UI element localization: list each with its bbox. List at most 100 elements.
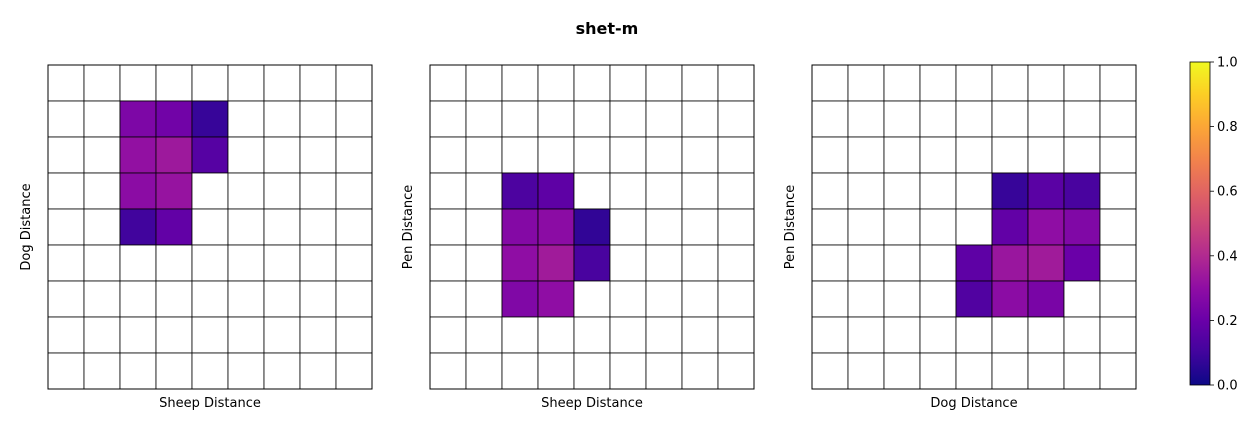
- heatmap-cell-empty: [1027, 136, 1065, 174]
- x-axis-label: Sheep Distance: [541, 396, 643, 411]
- heatmap-cell-empty: [811, 244, 849, 282]
- heatmap-cell: [537, 172, 575, 210]
- heatmap-cell-empty: [717, 64, 755, 102]
- heatmap-cell-empty: [1099, 352, 1137, 390]
- heatmap-cell: [155, 100, 193, 138]
- heatmap-cell: [501, 208, 539, 246]
- heatmap-cell-empty: [681, 172, 719, 210]
- heatmap-cell-empty: [645, 352, 683, 390]
- heatmap-cell: [155, 136, 193, 174]
- heatmap-cell-empty: [681, 352, 719, 390]
- heatmap-cell-empty: [335, 244, 373, 282]
- heatmap-cell-empty: [335, 136, 373, 174]
- heatmap-cell-empty: [155, 316, 193, 354]
- heatmap-panel-2: Sheep Distance Pen Distance: [401, 64, 755, 411]
- heatmap-cell-empty: [263, 244, 301, 282]
- heatmap-cell-empty: [429, 64, 467, 102]
- heatmap-cell-empty: [47, 244, 85, 282]
- heatmap-cell-empty: [955, 208, 993, 246]
- heatmap-cell: [1063, 244, 1101, 282]
- heatmap-cell-empty: [1063, 64, 1101, 102]
- chart-title: shet-m: [576, 19, 639, 38]
- heatmap-cell-empty: [883, 352, 921, 390]
- heatmap-cell-empty: [83, 136, 121, 174]
- heatmap-cell-empty: [1063, 100, 1101, 138]
- heatmap-cell: [573, 208, 611, 246]
- heatmap-cell-empty: [717, 208, 755, 246]
- heatmap-cell: [537, 280, 575, 318]
- heatmap-cell-empty: [119, 64, 157, 102]
- heatmap-cell-empty: [645, 136, 683, 174]
- heatmap-cell-empty: [47, 172, 85, 210]
- heatmap-cell-empty: [227, 208, 265, 246]
- heatmap-cell-empty: [119, 244, 157, 282]
- heatmap-cell-empty: [645, 244, 683, 282]
- heatmap-cell-empty: [263, 208, 301, 246]
- heatmap-cell-empty: [83, 172, 121, 210]
- heatmap-cell-empty: [717, 316, 755, 354]
- heatmap-cell-empty: [919, 136, 957, 174]
- heatmap-cell-empty: [429, 352, 467, 390]
- heatmap-cell-empty: [955, 172, 993, 210]
- heatmap-cell-empty: [335, 316, 373, 354]
- heatmap-cell-empty: [573, 280, 611, 318]
- heatmap-cell-empty: [83, 244, 121, 282]
- heatmap-cell-empty: [847, 172, 885, 210]
- heatmap-cell-empty: [191, 316, 229, 354]
- heatmap-cell-empty: [465, 208, 503, 246]
- heatmap-cell-empty: [717, 136, 755, 174]
- heatmap-cell-empty: [609, 100, 647, 138]
- heatmap-cell-empty: [47, 280, 85, 318]
- heatmap-cell-empty: [681, 280, 719, 318]
- heatmap-cell-empty: [335, 100, 373, 138]
- heatmap-cell-empty: [263, 100, 301, 138]
- heatmap-cell-empty: [919, 172, 957, 210]
- heatmap-cell-empty: [335, 64, 373, 102]
- heatmap-cell-empty: [155, 64, 193, 102]
- heatmap-cell-empty: [47, 64, 85, 102]
- heatmap-cell-empty: [83, 280, 121, 318]
- heatmap-cell-empty: [429, 280, 467, 318]
- heatmap-cell-empty: [227, 64, 265, 102]
- heatmap-cell: [1063, 172, 1101, 210]
- heatmap-cell-empty: [919, 280, 957, 318]
- heatmap-cell-empty: [335, 208, 373, 246]
- heatmap-cell-empty: [883, 172, 921, 210]
- heatmap-cell-empty: [537, 64, 575, 102]
- colorbar-tick-label: 0.2: [1217, 314, 1238, 329]
- heatmap-cell-empty: [1063, 352, 1101, 390]
- heatmap-cell-empty: [1099, 316, 1137, 354]
- heatmap-cell-empty: [537, 316, 575, 354]
- heatmap-cell-empty: [263, 136, 301, 174]
- heatmap-cell: [191, 100, 229, 138]
- heatmap-cell-empty: [227, 352, 265, 390]
- heatmap-cell-empty: [609, 208, 647, 246]
- heatmap-cell-empty: [681, 208, 719, 246]
- heatmap-cell-empty: [645, 316, 683, 354]
- heatmap-cell-empty: [263, 316, 301, 354]
- heatmap-cell: [1027, 208, 1065, 246]
- heatmap-cell-empty: [299, 316, 337, 354]
- heatmap-cell-empty: [299, 172, 337, 210]
- heatmap-cell-empty: [573, 100, 611, 138]
- heatmap-cell: [119, 208, 157, 246]
- heatmap-cell-empty: [811, 64, 849, 102]
- heatmap-cell: [537, 208, 575, 246]
- heatmap-cell: [501, 280, 539, 318]
- heatmap-cell-empty: [501, 136, 539, 174]
- heatmap-cell-empty: [227, 172, 265, 210]
- heatmap-cell-empty: [1099, 172, 1137, 210]
- colorbar-tick-label: 1.0: [1217, 56, 1238, 71]
- heatmap-cell-empty: [299, 352, 337, 390]
- panel-frame: [811, 64, 1137, 390]
- heatmap-cell-empty: [609, 64, 647, 102]
- heatmap-cell-empty: [335, 280, 373, 318]
- heatmap-cell-empty: [1063, 280, 1101, 318]
- heatmap-cell-empty: [429, 208, 467, 246]
- heatmap-cell-empty: [119, 352, 157, 390]
- heatmap-cell-empty: [155, 352, 193, 390]
- heatmap-cell: [1027, 172, 1065, 210]
- heatmap-cell: [119, 172, 157, 210]
